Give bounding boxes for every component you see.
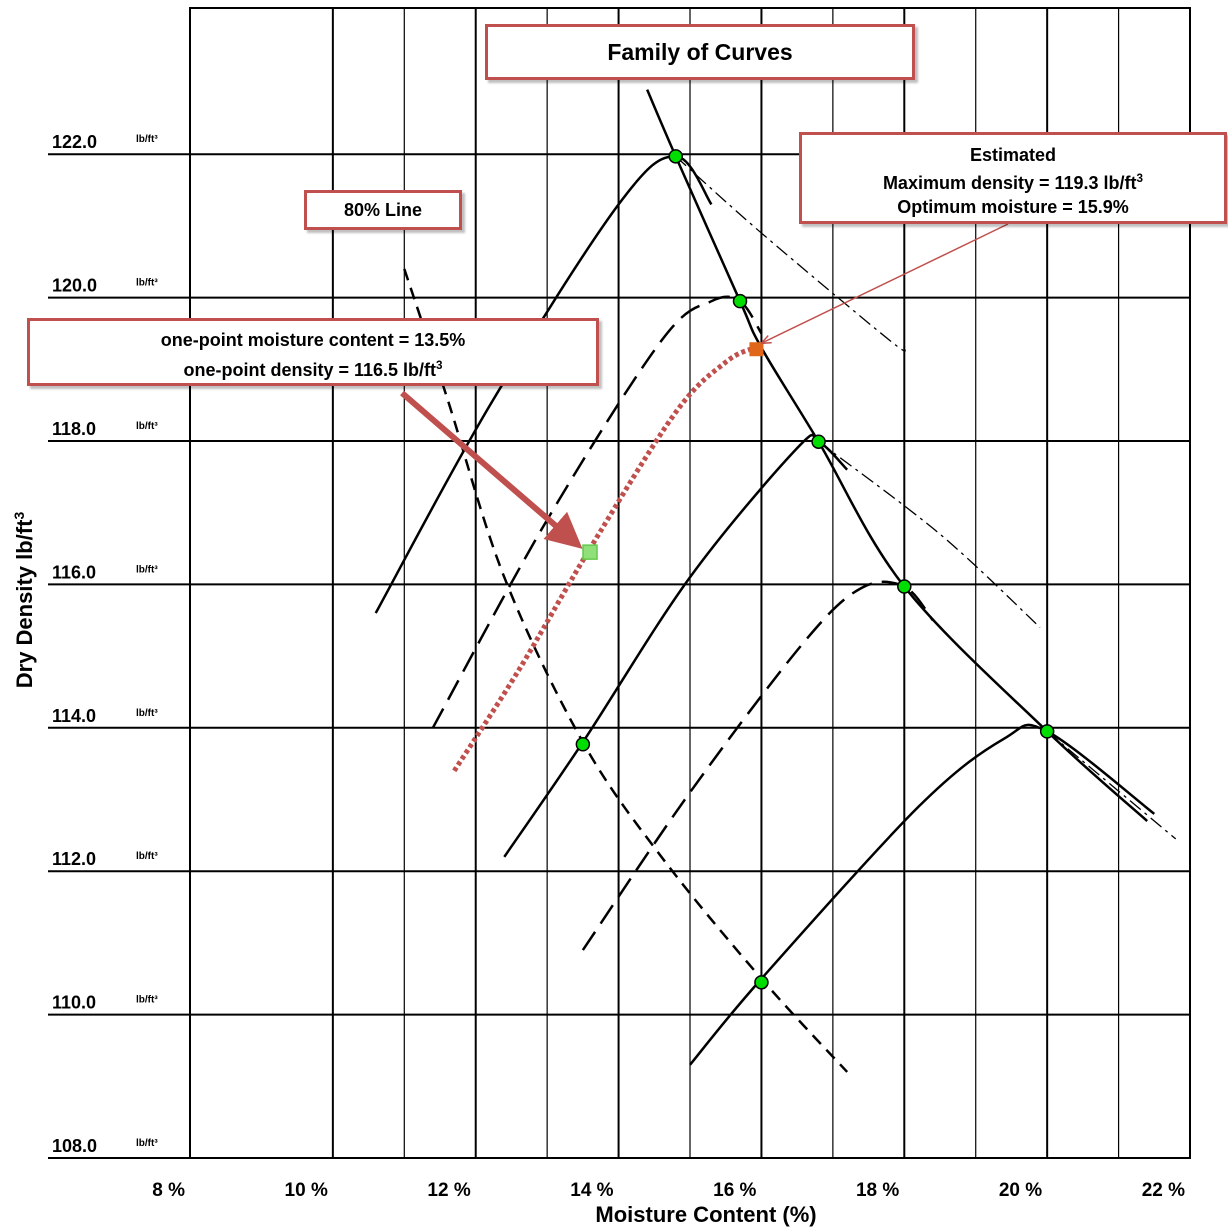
x-axis-title: Moisture Content (%) (595, 1202, 816, 1227)
series-curve-4 (581, 580, 934, 951)
y-tick-unit: lb/ft³ (136, 1138, 158, 1149)
chart-title: Family of Curves (607, 39, 793, 65)
onepoint-callout: one-point moisture content = 13.5% one-p… (27, 318, 599, 386)
chart-title-callout: Family of Curves (485, 24, 915, 80)
onepoint-line1: one-point moisture content = 13.5% (160, 330, 466, 350)
x-tick-label: 16 % (713, 1180, 756, 1201)
x-tick-label: 10 % (285, 1180, 328, 1201)
x-axis-ticks: 8 % 10 % 12 % 14 % 16 % 18 % 20 % 22 % (152, 1180, 1185, 1201)
callout-arrows (400, 223, 1009, 549)
y-tick-label: 108.0 (52, 1136, 97, 1156)
series-curve-10 (403, 268, 849, 1073)
estimated-arrow (762, 223, 1009, 343)
x-tick-label: 12 % (427, 1180, 470, 1201)
series-curve-3 (503, 433, 849, 858)
data-point-marker (732, 293, 748, 309)
estimated-line3: Optimum moisture = 15.9% (897, 197, 1129, 217)
y-tick-unit: lb/ft³ (136, 134, 158, 145)
x-tick-label: 8 % (152, 1180, 185, 1201)
x-tick-label: 18 % (856, 1180, 899, 1201)
one-point-marker (582, 544, 598, 560)
data-point-marker (811, 434, 826, 449)
y-tick-label: 114.0 (52, 706, 96, 726)
line-80-label: 80% Line (343, 200, 423, 220)
data-point-marker (897, 579, 912, 594)
x-tick-label: 22 % (1142, 1180, 1185, 1201)
y-tick-unit: lb/ft³ (136, 564, 158, 575)
y-tick-label: 116.0 (52, 562, 96, 582)
y-tick-unit: lb/ft³ (136, 708, 158, 719)
series-curve-5 (689, 723, 1156, 1066)
series-group (374, 89, 1177, 1073)
series-curve-11 (452, 345, 756, 773)
data-point-marker (1039, 724, 1055, 739)
plot-frame (189, 7, 1191, 1159)
y-tick-label: 118.0 (52, 419, 96, 439)
y-tick-label: 122.0 (52, 132, 97, 152)
data-point-marker (754, 975, 769, 990)
line-80-callout: 80% Line (304, 190, 462, 230)
estimated-marker (749, 342, 764, 357)
y-tick-unit: lb/ft³ (136, 851, 158, 862)
y-tick-unit: lb/ft³ (136, 995, 158, 1006)
data-point-marker (575, 737, 591, 752)
y-tick-label: 112.0 (52, 849, 96, 869)
y-axis-ticks: 108.0 lb/ft³ 110.0 lb/ft³ 112.0 lb/ft³ 114.0 lb… (52, 132, 158, 1156)
y-tick-unit: lb/ft³ (136, 421, 158, 432)
estimated-callout: Estimated Maximum density = 119.3 lb/ft3… (799, 132, 1227, 224)
series-curve-7 (675, 155, 906, 352)
markers-group (575, 149, 1055, 990)
x-tick-label: 20 % (999, 1180, 1042, 1201)
x-tick-label: 14 % (570, 1180, 613, 1201)
y-axis-title: Dry Density lb/ft3 (11, 512, 37, 689)
onepoint-line2: one-point density = 116.5 lb/ft3 (183, 359, 443, 380)
y-tick-unit: lb/ft³ (136, 278, 158, 289)
series-curve-9 (1046, 730, 1177, 840)
series-curve-8 (818, 441, 1041, 628)
y-tick-label: 120.0 (52, 276, 97, 296)
estimated-line2: Maximum density = 119.3 lb/ft3 (882, 172, 1144, 193)
y-tick-label: 110.0 (52, 993, 96, 1013)
onepoint-arrow (400, 390, 583, 549)
data-point-marker (668, 149, 683, 164)
estimated-line1: Estimated (969, 145, 1057, 165)
